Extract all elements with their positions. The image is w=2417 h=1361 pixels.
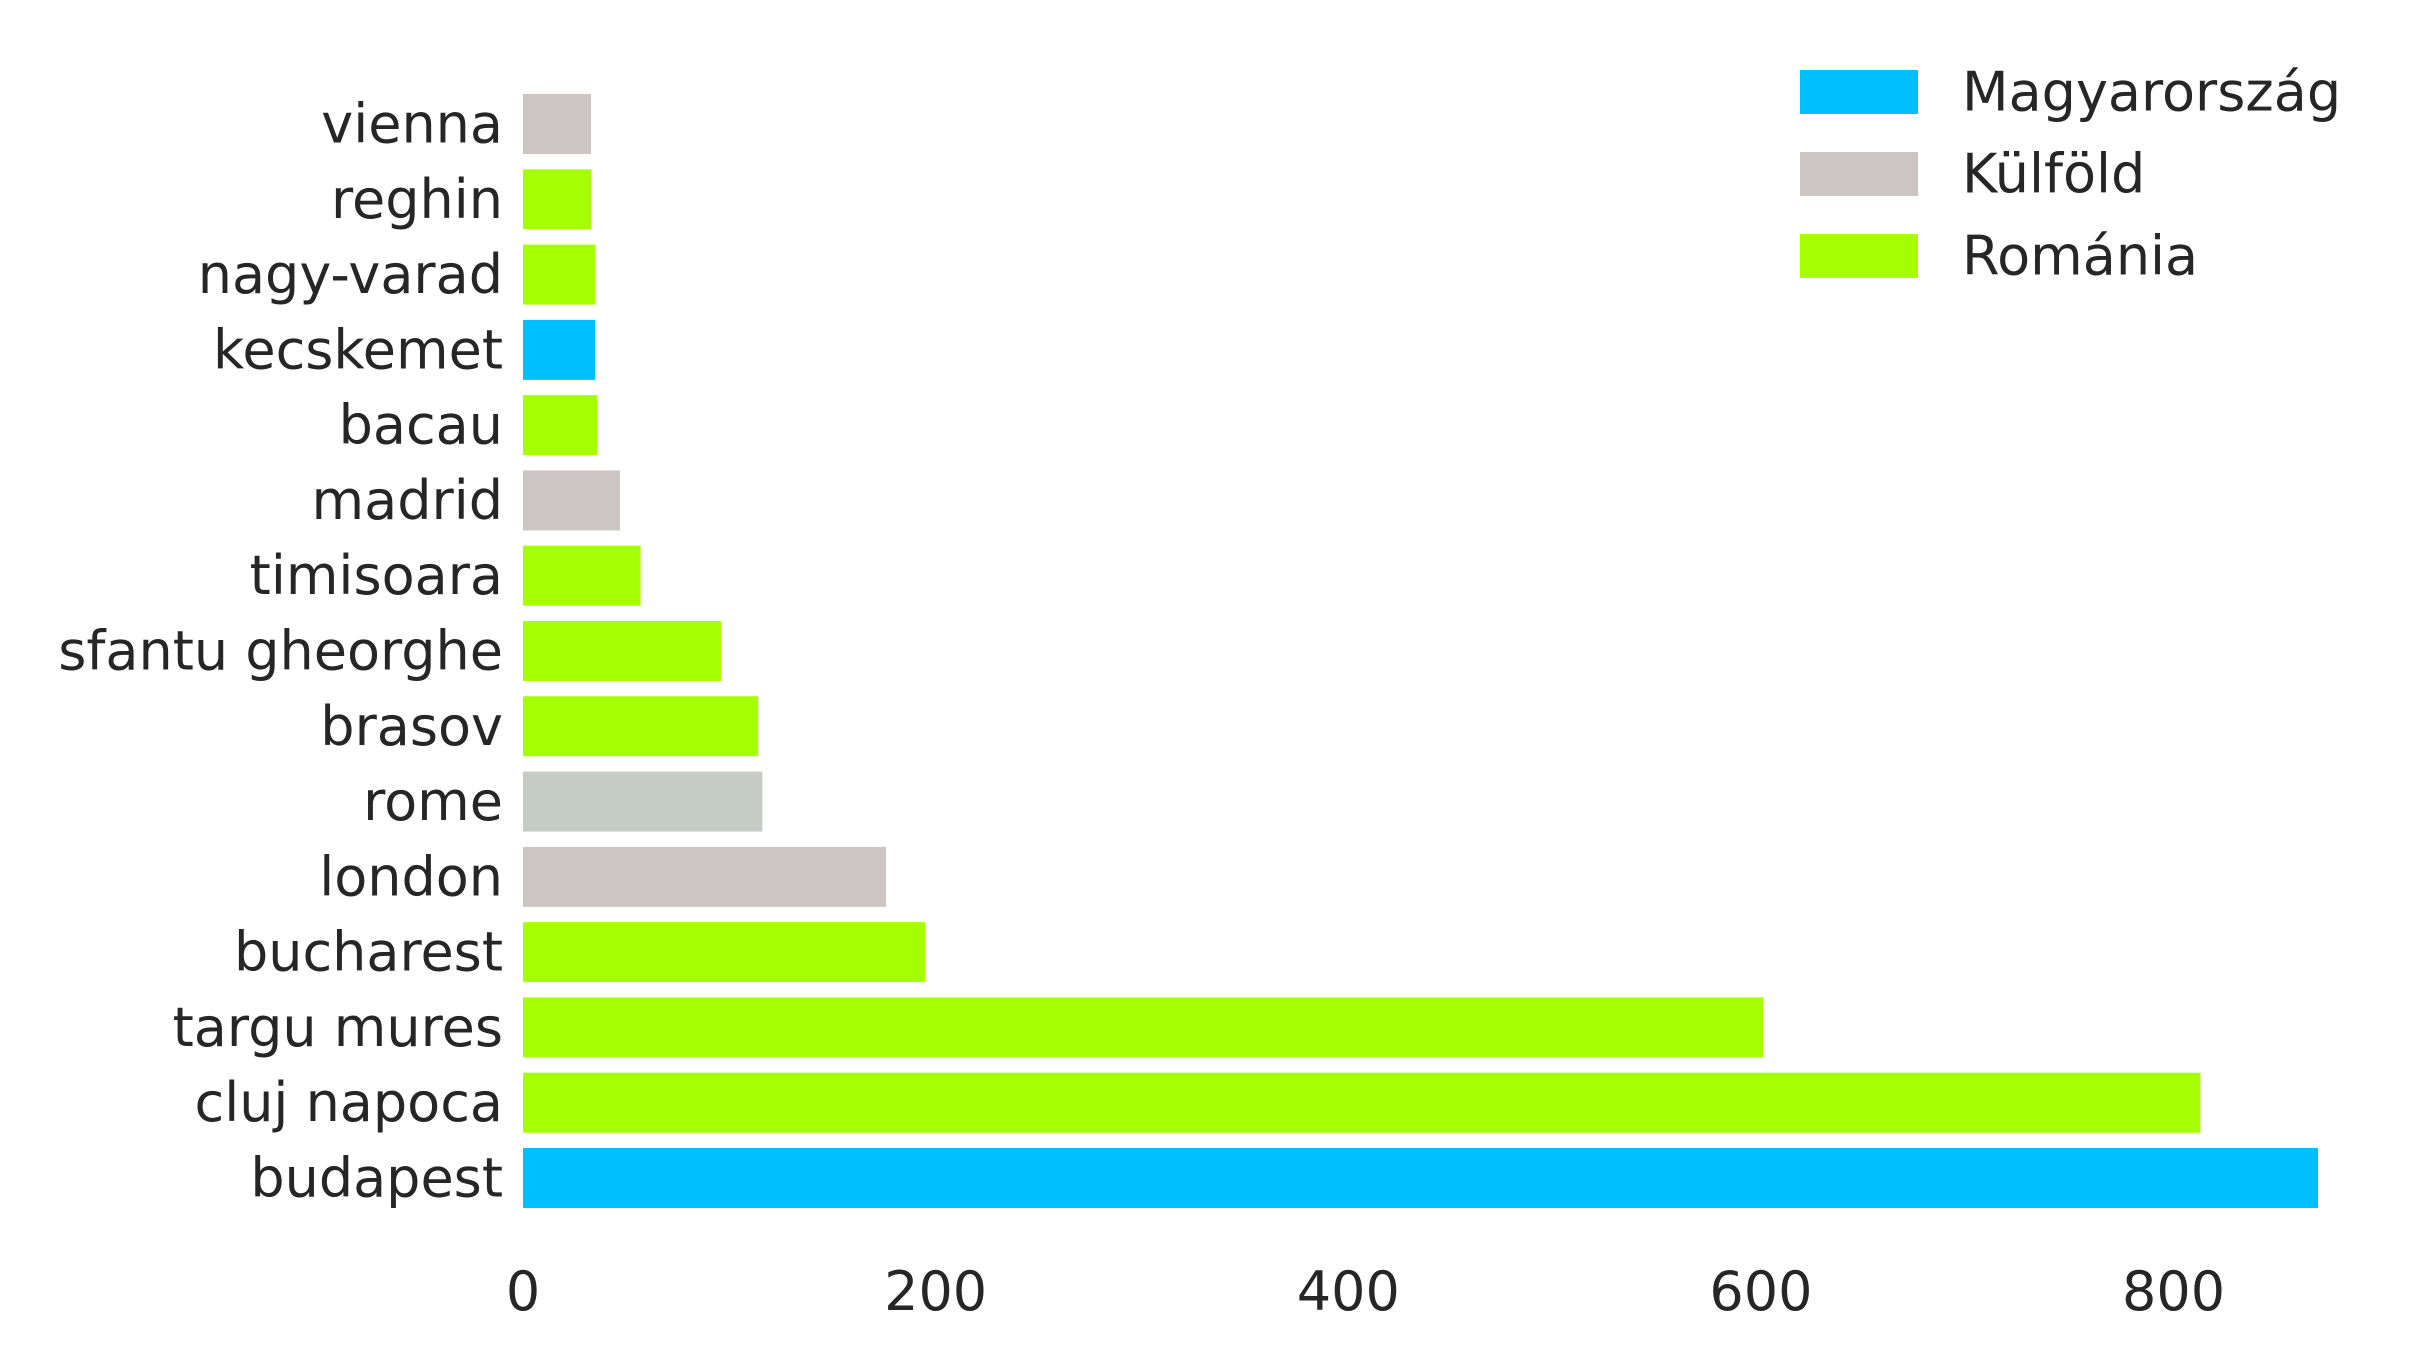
bar-budapest bbox=[523, 1148, 2318, 1208]
y-tick-label-kecskemet: kecskemet bbox=[213, 318, 503, 381]
y-tick-label-nagy-varad: nagy-varad bbox=[198, 243, 503, 306]
bar-nagy-varad bbox=[523, 244, 596, 305]
bar-sfantu-gheorghe bbox=[523, 621, 722, 681]
bar-kecskemet bbox=[523, 319, 596, 380]
y-tick-labels: budapest cluj napoca targu mures bucharest l… bbox=[58, 93, 503, 1210]
legend-label-magyarorsz-g: Magyarország bbox=[1962, 61, 2341, 124]
y-tick-label-budapest: budapest bbox=[250, 1147, 503, 1210]
y-tick-label-timisoara: timisoara bbox=[250, 544, 503, 607]
y-tick-label-bucharest: bucharest bbox=[234, 921, 503, 984]
bar-brasov bbox=[523, 696, 759, 757]
bar-reghin bbox=[523, 169, 592, 230]
y-tick-label-vienna: vienna bbox=[321, 93, 503, 156]
y-tick-label-reghin: reghin bbox=[331, 168, 503, 231]
legend-label-k-lf-ld: Külföld bbox=[1962, 143, 2145, 206]
bar-targu-mures bbox=[523, 997, 1763, 1058]
legend-swatch-rom-nia bbox=[1800, 234, 1918, 278]
bar-bucharest bbox=[523, 922, 926, 983]
legend-label-rom-nia: Románia bbox=[1962, 225, 2198, 288]
legend-swatch-k-lf-ld bbox=[1800, 152, 1918, 196]
x-tick-labels: 0 200 400 600 800 bbox=[506, 1260, 2225, 1323]
y-tick-label-brasov: brasov bbox=[320, 695, 503, 758]
y-tick-label-rome: rome bbox=[363, 770, 503, 833]
x-tick-label-400: 400 bbox=[1297, 1260, 1400, 1323]
bar-madrid bbox=[523, 470, 620, 531]
legend-swatch-magyarorsz-g bbox=[1800, 70, 1918, 114]
y-tick-label-sfantu-gheorghe: sfantu gheorghe bbox=[58, 620, 503, 683]
y-tick-label-madrid: madrid bbox=[312, 469, 503, 532]
y-tick-label-london: london bbox=[319, 845, 503, 908]
y-tick-label-bacau: bacau bbox=[339, 394, 503, 457]
x-tick-label-0: 0 bbox=[506, 1260, 540, 1323]
x-tick-label-600: 600 bbox=[1709, 1260, 1812, 1323]
bar-bacau bbox=[523, 395, 598, 456]
y-tick-label-cluj-napoca: cluj napoca bbox=[195, 1071, 504, 1134]
bar-vienna bbox=[523, 94, 592, 154]
x-tick-label-200: 200 bbox=[884, 1260, 987, 1323]
bar-london bbox=[523, 846, 887, 907]
bars-layer bbox=[523, 94, 2318, 1208]
bar-cluj-napoca bbox=[523, 1072, 2201, 1133]
bar-rome bbox=[523, 771, 763, 832]
y-tick-label-targu-mures: targu mures bbox=[173, 996, 503, 1059]
x-tick-label-800: 800 bbox=[2122, 1260, 2225, 1323]
bar-timisoara bbox=[523, 545, 641, 606]
legend: Magyarország Külföld Románia bbox=[1800, 61, 2341, 288]
